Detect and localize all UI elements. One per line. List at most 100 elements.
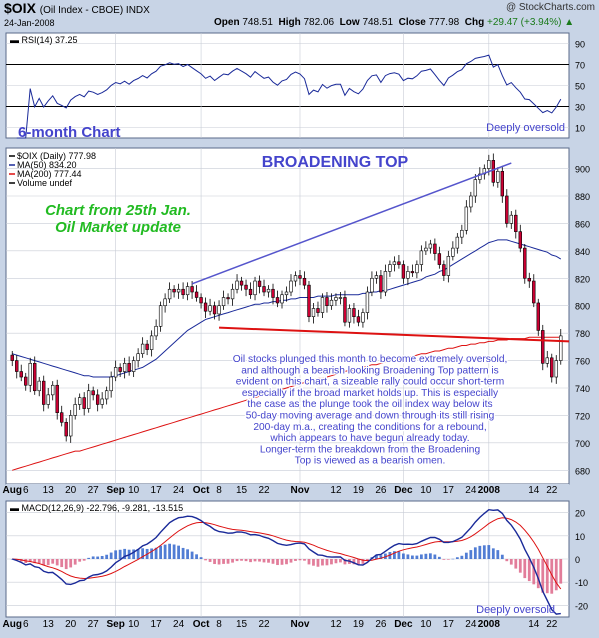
candle-body xyxy=(329,299,334,307)
candle-body xyxy=(266,288,271,293)
macd-hist-bar xyxy=(64,559,68,570)
macd-hist-bar xyxy=(55,559,59,566)
x-tick-label: Sep xyxy=(106,619,124,630)
macd-hist-bar xyxy=(46,559,50,566)
x-tick-label: 20 xyxy=(65,485,77,496)
macd-oversold-label: Deeply oversold xyxy=(476,604,555,616)
macd-hist-bar xyxy=(437,556,441,559)
candle-body xyxy=(550,357,554,378)
candle-body xyxy=(527,277,531,282)
green-label-line1: Chart from 25th Jan. xyxy=(45,202,191,219)
candle-body xyxy=(221,297,226,307)
ohlc-readout: Open 748.51 High 782.06 Low 748.51 Close… xyxy=(214,17,574,28)
candle-body xyxy=(100,398,104,405)
x-tick-label: Oct xyxy=(193,485,210,496)
commentary-halo: Longer-term the breakdown from the Broad… xyxy=(260,444,481,455)
upper-trendline xyxy=(191,162,512,285)
x-tick-label: 10 xyxy=(128,619,140,630)
x-tick-label: 6 xyxy=(23,485,29,496)
candle-body xyxy=(500,171,504,197)
x-tick-label: 22 xyxy=(546,619,558,630)
macd-hist-bar xyxy=(172,544,176,559)
candle-body xyxy=(298,275,302,279)
price-tick-label: 840 xyxy=(575,247,590,257)
macd-hist-bar xyxy=(28,559,32,562)
x-tick-label: Dec xyxy=(394,619,413,630)
macd-hist-bar xyxy=(253,559,257,562)
chg-value: +29.47 (+3.94%) xyxy=(487,17,562,28)
macd-hist-bar xyxy=(258,559,261,562)
commentary-line: and although a bearish looking Broadenin… xyxy=(241,365,499,376)
macd-hist-bar xyxy=(213,559,216,565)
price-tick-label: 880 xyxy=(575,192,590,202)
candle-body xyxy=(167,288,172,300)
x-axis-band xyxy=(6,484,569,496)
x-tick-label: 24 xyxy=(173,619,185,630)
x-tick-label: 27 xyxy=(88,485,100,496)
macd-hist-bar xyxy=(163,544,167,559)
chart-date: 24-Jan-2008 xyxy=(4,18,55,28)
macd-hist-bar xyxy=(442,559,446,560)
candle-body xyxy=(460,229,464,238)
legend-ma50: MA(50) 834.20 xyxy=(17,160,77,170)
candle-body xyxy=(109,376,113,392)
candle-body xyxy=(24,376,28,386)
candle-body xyxy=(190,286,194,293)
macd-hist-bar xyxy=(424,553,428,559)
candle-body xyxy=(244,284,248,290)
x-tick-label: 17 xyxy=(151,619,163,630)
macd-hist-bar xyxy=(361,559,365,564)
macd-hist-bar xyxy=(109,552,113,559)
candle-body xyxy=(419,250,424,265)
candles xyxy=(10,153,563,443)
close-value: 777.98 xyxy=(428,17,460,28)
macd-hist-bar xyxy=(303,559,306,561)
macd-hist-bar xyxy=(78,559,82,562)
x-tick-label: 17 xyxy=(443,485,455,496)
macd-hist-bar xyxy=(415,555,419,559)
candle-body xyxy=(437,253,442,265)
candle-body xyxy=(199,297,203,304)
macd-hist-bar xyxy=(410,555,414,559)
macd-hist-bar xyxy=(208,559,212,562)
macd-hist-bar xyxy=(464,552,468,559)
price-tick-label: 860 xyxy=(575,219,590,229)
candle-body xyxy=(248,288,253,296)
x-tick-label: Aug xyxy=(3,619,22,630)
candle-body xyxy=(194,291,199,298)
macd-hist-bar xyxy=(393,551,396,559)
candle-body xyxy=(86,390,91,409)
macd-hist-bar xyxy=(141,548,145,559)
low-value: 748.51 xyxy=(362,17,394,28)
macd-hist-bar xyxy=(379,555,383,559)
x-tick-label: 8 xyxy=(216,619,222,630)
macd-tick-label: 0 xyxy=(575,555,580,565)
macd-hist-bar xyxy=(195,554,198,559)
candle-body xyxy=(536,302,540,331)
candle-body xyxy=(55,384,59,413)
candle-body xyxy=(397,261,401,265)
macd-hist-bar xyxy=(469,550,473,559)
macd-hist-bar xyxy=(428,553,432,559)
candle-body xyxy=(226,297,230,300)
macd-hist-bar xyxy=(280,559,284,565)
candle-body xyxy=(505,195,509,224)
commentary-halo: 200-day m.a., creating the conditions fo… xyxy=(253,422,486,433)
symbol: $OIX xyxy=(4,0,36,16)
candle-body xyxy=(473,179,478,197)
macd-hist-bar xyxy=(402,553,405,559)
candle-body xyxy=(42,380,46,405)
commentary-line: 50-day moving average and down through i… xyxy=(246,411,495,422)
macd-tick-label: 20 xyxy=(575,509,585,519)
green-label-line2: Oil Market update xyxy=(55,219,181,236)
candle-body xyxy=(545,357,549,364)
candle-body xyxy=(284,291,289,296)
candle-body xyxy=(230,288,235,300)
candle-body xyxy=(118,367,122,372)
candle-body xyxy=(136,353,140,361)
candle-body xyxy=(51,384,55,396)
macd-hist-bar xyxy=(514,559,518,569)
macd-hist-bar xyxy=(159,545,163,559)
x-tick-label: 22 xyxy=(546,485,558,496)
candle-body xyxy=(374,275,379,279)
